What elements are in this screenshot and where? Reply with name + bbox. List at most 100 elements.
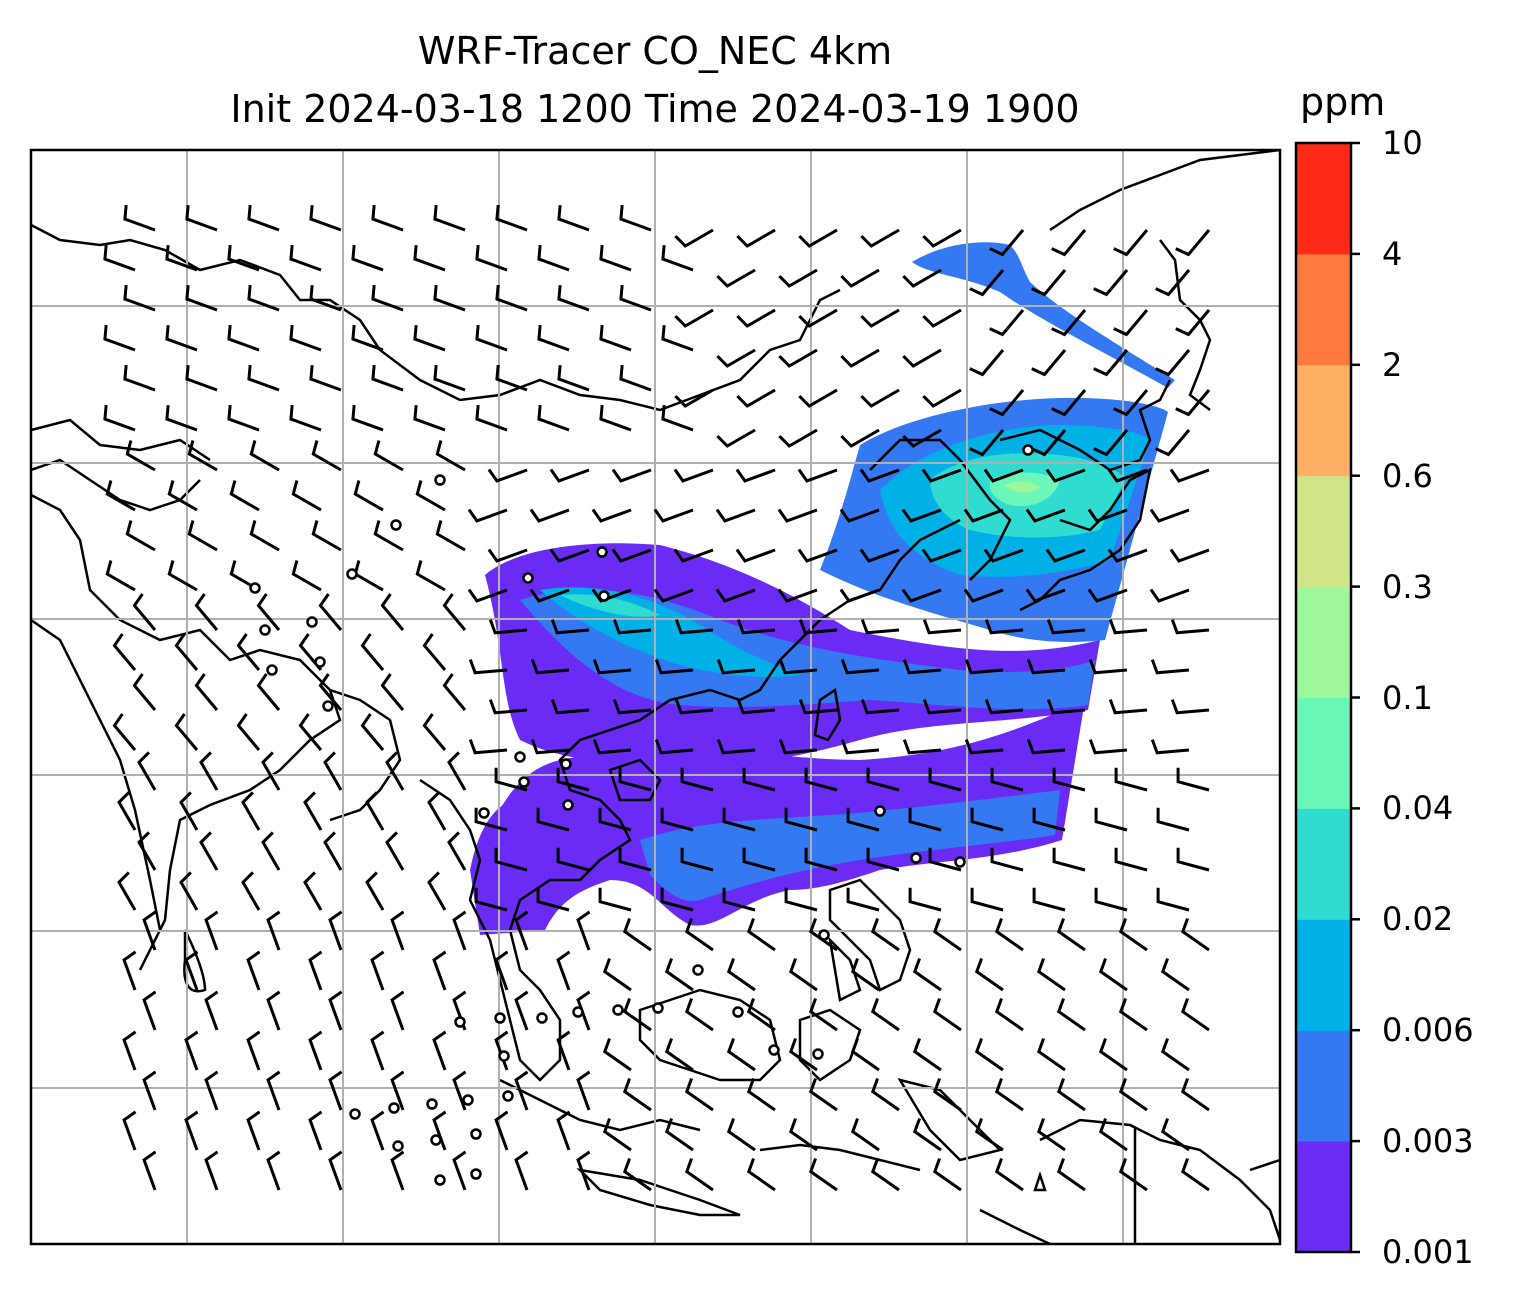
wind-barb xyxy=(247,364,280,392)
calm-wind-marker xyxy=(434,1174,446,1186)
wind-barb xyxy=(994,997,1024,1032)
wind-barb xyxy=(602,1037,632,1072)
wind-barb xyxy=(390,990,405,1031)
wind-barb xyxy=(576,910,591,951)
wind-barb xyxy=(246,1030,261,1071)
wind-barb xyxy=(236,713,261,751)
plume-south-band xyxy=(470,700,1085,935)
wind-barb xyxy=(736,619,776,635)
wind-barb xyxy=(983,548,1024,563)
colorbar xyxy=(1294,141,1360,1254)
wind-barb xyxy=(179,791,199,831)
wind-barb xyxy=(928,847,962,872)
wind-barb xyxy=(797,468,838,483)
wind-barb xyxy=(353,480,384,512)
wind-barb xyxy=(912,1117,942,1152)
wind-barb xyxy=(165,244,198,272)
calm-wind-marker xyxy=(266,664,278,676)
colorbar-tick-label: 0.001 xyxy=(1382,1233,1474,1271)
wind-barb xyxy=(653,588,694,603)
colorbar-tick-label: 0.04 xyxy=(1382,789,1454,828)
wind-barb xyxy=(599,244,632,272)
wind-barb xyxy=(165,324,198,352)
wind-barb xyxy=(653,508,694,523)
wind-barb xyxy=(360,633,385,671)
wind-barb xyxy=(846,887,880,912)
wind-barb xyxy=(1160,1117,1190,1152)
calm-wind-marker xyxy=(478,807,490,819)
calm-wind-marker xyxy=(874,805,886,817)
wind-barb xyxy=(185,284,218,312)
wind-barb xyxy=(185,204,218,232)
wind-barb xyxy=(1056,1157,1086,1192)
wind-barb xyxy=(537,324,570,352)
wind-barb xyxy=(684,1157,714,1192)
wind-barb xyxy=(495,284,528,312)
wind-barb xyxy=(777,588,818,603)
wind-barb xyxy=(798,388,838,408)
wind-barb xyxy=(1026,739,1066,755)
wind-barb xyxy=(323,751,343,791)
wind-barb xyxy=(969,429,1005,457)
wind-barb xyxy=(1156,887,1190,912)
wind-barb xyxy=(536,807,570,832)
wind-barb xyxy=(654,739,694,755)
wind-barb xyxy=(680,767,714,792)
wind-barb xyxy=(963,508,1004,523)
wind-barb xyxy=(385,831,405,871)
wind-barb xyxy=(1180,917,1210,952)
calm-wind-marker xyxy=(598,590,610,602)
calm-wind-marker xyxy=(346,568,358,580)
wind-barb xyxy=(788,957,818,992)
wind-barb xyxy=(618,847,652,872)
wind-barb xyxy=(184,1030,199,1071)
wind-barb xyxy=(550,619,590,635)
wind-barb xyxy=(308,1030,323,1071)
wind-barb xyxy=(716,428,756,448)
colorbar-tick-label: 10 xyxy=(1382,124,1423,162)
wind-barb xyxy=(494,767,528,792)
wind-barb xyxy=(715,588,756,603)
wind-barb xyxy=(602,957,632,992)
wind-barb xyxy=(415,560,446,592)
wind-barb xyxy=(990,767,1024,792)
wind-barb xyxy=(1160,957,1190,992)
wind-barb xyxy=(846,807,880,832)
wind-barb xyxy=(1045,548,1086,563)
wind-barb xyxy=(715,508,756,523)
wind-barb xyxy=(969,269,1005,297)
wind-barb xyxy=(204,910,219,951)
wind-barb xyxy=(576,1150,591,1191)
wind-barb xyxy=(435,440,466,472)
wind-barb xyxy=(598,807,632,832)
wind-barb xyxy=(556,1030,571,1071)
calm-wind-marker xyxy=(518,776,530,788)
wind-barb xyxy=(576,1070,591,1111)
wind-barb xyxy=(1094,887,1128,912)
wind-barb xyxy=(390,1070,405,1111)
wind-barb xyxy=(318,673,343,711)
wind-barb xyxy=(746,1077,776,1112)
wind-barb xyxy=(804,847,838,872)
wind-barb xyxy=(1031,429,1067,457)
wind-barb xyxy=(994,917,1024,952)
wind-barb xyxy=(674,228,714,248)
wind-barb xyxy=(495,204,528,232)
wind-barb xyxy=(735,468,776,483)
wind-barb xyxy=(674,699,714,715)
wind-barb xyxy=(1098,1117,1128,1152)
wind-barb xyxy=(1175,229,1211,257)
wind-barb xyxy=(860,619,900,635)
wind-barb xyxy=(474,807,508,832)
wind-barb xyxy=(103,244,136,272)
calm-wind-marker xyxy=(692,964,704,976)
wind-barb xyxy=(1180,1157,1210,1192)
wind-barb xyxy=(788,1117,818,1152)
wind-barb xyxy=(1155,269,1191,297)
wind-barb xyxy=(556,1110,571,1151)
wind-barb xyxy=(908,807,942,832)
calm-wind-marker xyxy=(470,1168,482,1180)
wind-barb xyxy=(798,228,838,248)
wind-barb xyxy=(241,791,261,831)
wind-barb xyxy=(1107,548,1148,563)
